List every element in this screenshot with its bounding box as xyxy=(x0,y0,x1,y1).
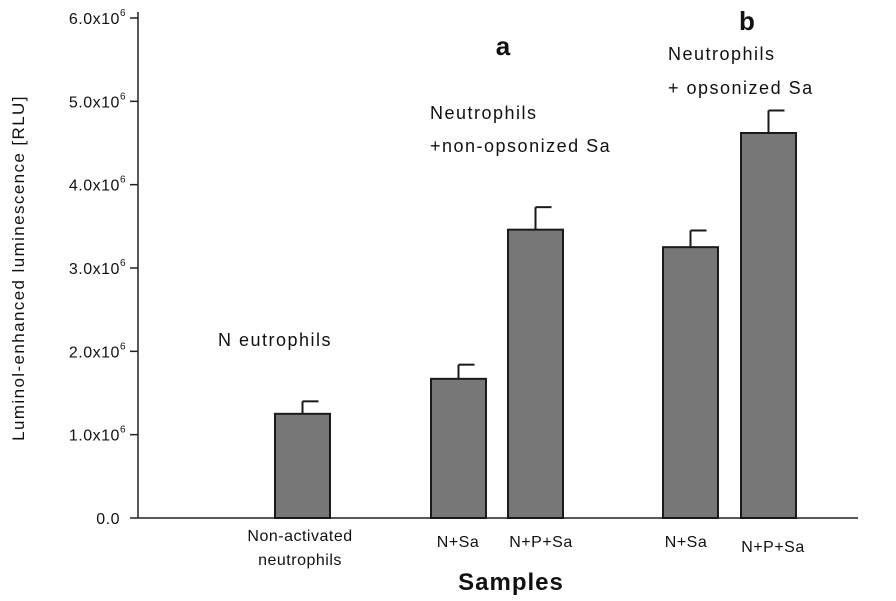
y-tick-labels: 0.0 1.0x106 2.0x106 3.0x106 4.0x106 5.0x106 6.… xyxy=(69,8,126,528)
bar xyxy=(274,412,331,520)
x-axis-label: Samples xyxy=(458,569,564,596)
y-tick-label: 0.0 xyxy=(96,511,120,528)
y-axis-label: Luminol-enhanced luminescence [RLU] xyxy=(9,95,28,441)
annotation-opsonized-line2: + opsonized Sa xyxy=(668,78,814,98)
panel-label-b: b xyxy=(739,6,755,36)
category-label: N+Sa xyxy=(437,534,479,551)
bar xyxy=(662,246,719,520)
category-label: N+P+Sa xyxy=(509,534,572,551)
y-tick-label: 2.0x106 xyxy=(69,341,126,361)
y-tick-label: 1.0x106 xyxy=(69,425,126,445)
bar xyxy=(430,377,487,520)
y-tick-label: 4.0x106 xyxy=(69,175,126,195)
category-label: Non-activated xyxy=(247,528,352,545)
panel-label-a: a xyxy=(496,31,511,61)
axes xyxy=(130,12,858,519)
category-labels: Non-activated neutrophils N+Sa N+P+Sa N+Sa N+… xyxy=(247,528,804,569)
y-tick-exponent: 6 xyxy=(120,425,126,436)
y-tick-exponent: 6 xyxy=(120,175,126,186)
bars xyxy=(274,109,797,520)
y-tick-label: 3.0x106 xyxy=(69,258,126,278)
category-label: N+P+Sa xyxy=(741,539,804,556)
annotation-opsonized-line1: Neutrophils xyxy=(668,44,776,64)
y-tick-exponent: 6 xyxy=(120,258,126,269)
category-label: neutrophils xyxy=(258,552,342,569)
y-tick-exponent: 6 xyxy=(120,8,126,19)
y-tick-exponent: 6 xyxy=(120,341,126,352)
annotation-neutrophils: N eutrophils xyxy=(218,330,332,350)
y-tick-label: 6.0x106 xyxy=(69,8,126,28)
y-tick-exponent: 6 xyxy=(120,91,126,102)
category-label: N+Sa xyxy=(665,534,707,551)
y-tick-label: 5.0x106 xyxy=(69,91,126,111)
bar xyxy=(740,132,797,519)
bar xyxy=(507,228,564,520)
annotation-non-opsonized-line2: +non-opsonized Sa xyxy=(430,136,611,156)
annotation-non-opsonized-line1: Neutrophils xyxy=(430,103,538,123)
